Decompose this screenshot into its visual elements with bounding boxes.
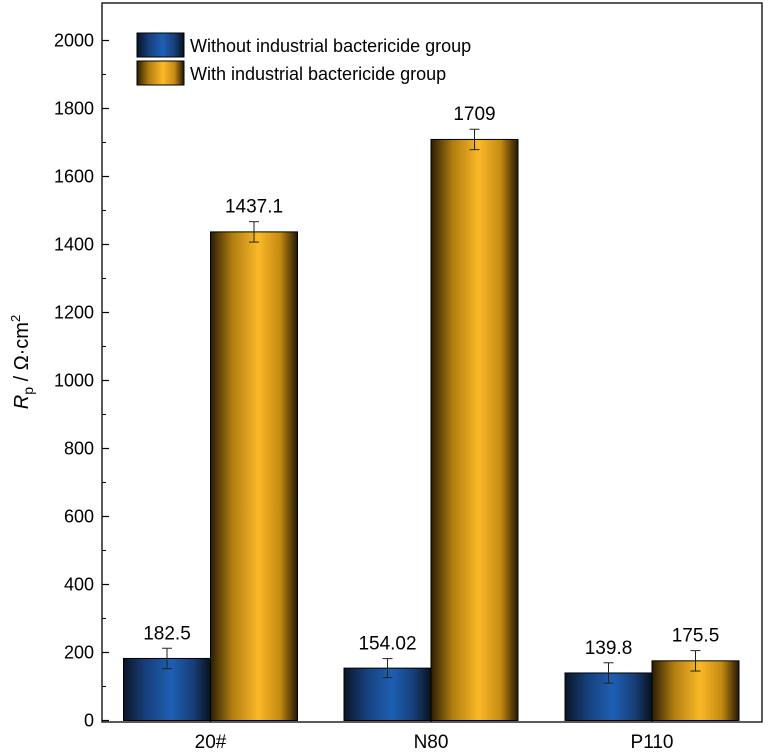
y-tick-label: 0 xyxy=(84,711,94,731)
ylabel-unit: / Ω·cm xyxy=(11,322,33,387)
legend-swatch-with xyxy=(136,60,185,86)
legend-label-with: With industrial bactericide group xyxy=(190,64,446,84)
data-label: 154.02 xyxy=(358,634,416,655)
bars-group xyxy=(123,128,740,722)
y-tick-label: 1200 xyxy=(54,303,94,323)
data-label: 1437.1 xyxy=(225,197,283,218)
x-tick-label: P110 xyxy=(631,732,674,753)
y-tick-label: 400 xyxy=(64,575,94,595)
y-tick-label: 200 xyxy=(64,643,94,663)
data-label: 139.8 xyxy=(585,638,633,659)
legend-swatch-without xyxy=(136,32,185,58)
data-labels-group: 182.5 154.02 139.8 1437.1 1709 175.5 xyxy=(143,104,719,659)
ylabel-sup: 2 xyxy=(8,315,23,322)
ylabel-main: R xyxy=(11,395,33,409)
y-tick-label: 800 xyxy=(64,439,94,459)
data-label: 175.5 xyxy=(672,626,720,647)
x-tick-label: N80 xyxy=(414,732,449,753)
y-tick-label: 2000 xyxy=(54,31,94,51)
legend-label-without: Without industrial bactericide group xyxy=(190,36,471,56)
y-tick-label: 1000 xyxy=(54,371,94,391)
y-axis: 0 200 400 600 800 1000 1200 1400 1600 1800 2000 xyxy=(54,31,109,731)
x-tick-label: 20# xyxy=(195,732,227,753)
y-tick-label: 600 xyxy=(64,507,94,527)
data-label: 1709 xyxy=(453,104,495,125)
data-label: 182.5 xyxy=(143,623,191,644)
y-axis-title: Rp / Ω·cm2 xyxy=(8,315,36,409)
y-tick-label: 1600 xyxy=(54,167,94,187)
bar xyxy=(210,231,298,722)
y-tick-label: 1400 xyxy=(54,235,94,255)
bar xyxy=(430,138,519,721)
plot-frame xyxy=(101,2,763,723)
legend: Without industrial bactericide group Wit… xyxy=(136,32,471,86)
y-tick-label: 1800 xyxy=(54,99,94,119)
svg-text:Rp / Ω·cm2: Rp / Ω·cm2 xyxy=(8,315,36,409)
ylabel-sub: p xyxy=(20,387,36,395)
